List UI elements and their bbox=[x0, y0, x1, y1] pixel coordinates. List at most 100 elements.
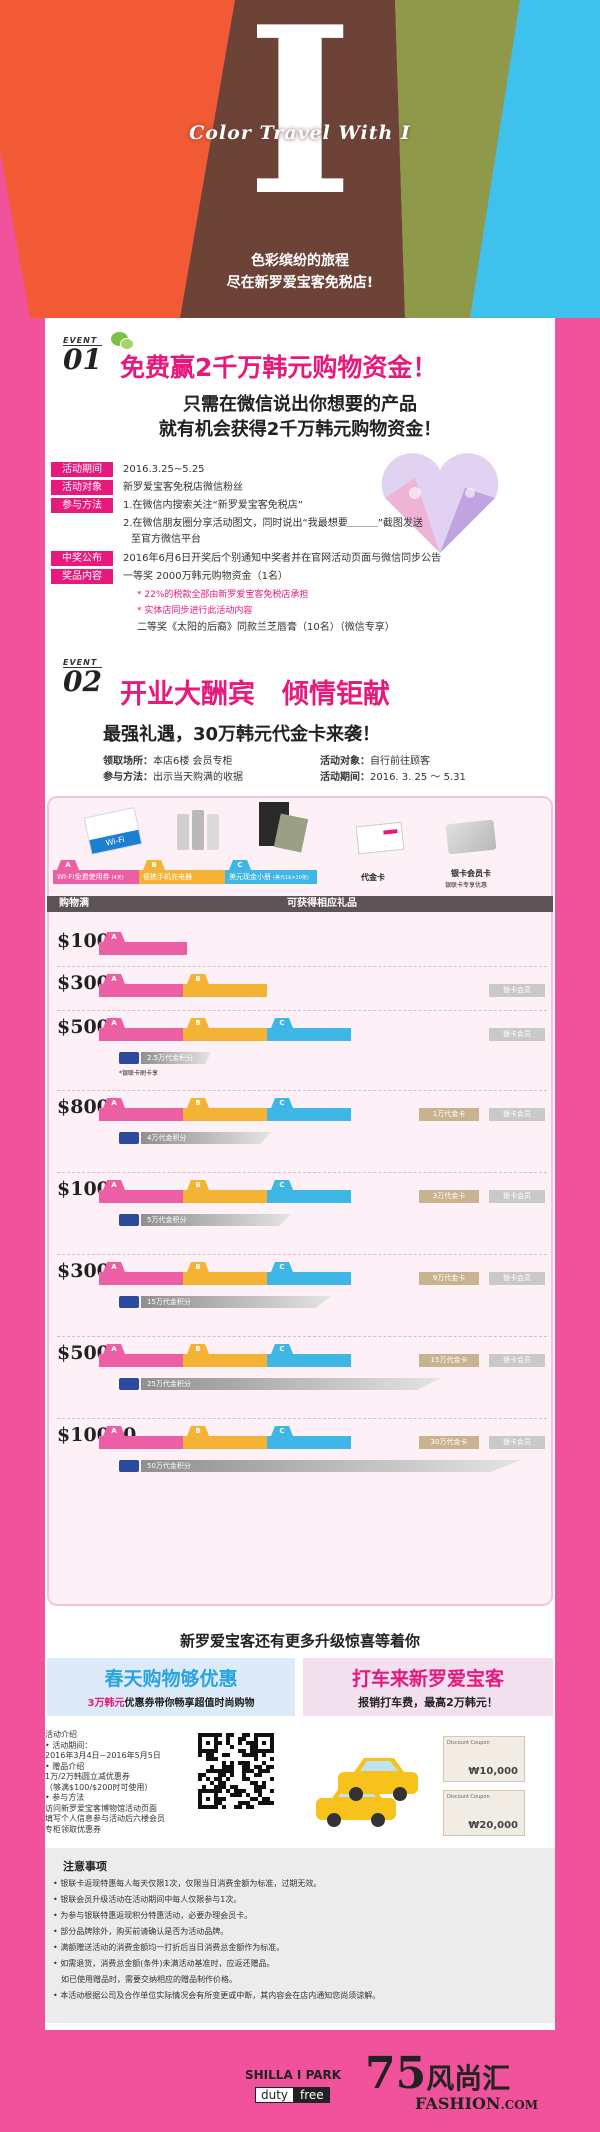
tier-separator bbox=[57, 1336, 547, 1337]
event-01-subtitle-2: 就有机会获得2千万韩元购物资金！ bbox=[158, 419, 442, 440]
tag-prize: 奖品内容 bbox=[51, 569, 113, 584]
charger-image bbox=[177, 808, 221, 854]
main-panel: EVENT 01 免费赢2千万韩元购物资金！ 只需在微信说出你想要的产品 就有机… bbox=[45, 318, 555, 2030]
announce-value: 2016年6月6日开奖后个别通知中奖者并在官网活动页面与微信同步公告 bbox=[123, 553, 442, 564]
tier-points: 15万代金积分 bbox=[141, 1296, 331, 1308]
tier-amount: $500 bbox=[57, 1016, 110, 1038]
gift-e-label: 银卡会员卡 bbox=[451, 869, 491, 878]
info-line: 专柜领取优惠券 bbox=[45, 1824, 101, 1834]
tier-voucher: 9万代金卡 bbox=[419, 1272, 479, 1285]
gift-b-label: 便携手机充电器 bbox=[139, 870, 225, 884]
wifi-card-image: Wi-Fi bbox=[83, 807, 143, 855]
tier-separator bbox=[57, 1254, 547, 1255]
watermark-com: .COM bbox=[500, 2098, 539, 2112]
taxi-title: 打车来新罗爱宝客 bbox=[351, 1668, 504, 1690]
tier-tab-a: A bbox=[103, 1018, 125, 1028]
notice-box: 注意事项 • 银联卡返现特惠每人每天仅限1次，仅限当日消费金额为标准，过期无效。… bbox=[45, 1848, 555, 2023]
tier-tab-b: B bbox=[187, 1098, 209, 1108]
place-value: 本店6楼 会员专柜 bbox=[153, 756, 233, 767]
prize-note-2: * 实体店同步进行此活动内容 bbox=[137, 606, 253, 616]
spring-desc: 3万韩元优惠券带你畅享超值时尚购物 bbox=[47, 1694, 295, 1709]
tag-announce: 中奖公布 bbox=[51, 551, 113, 566]
prize-first: 一等奖 2000万韩元购物资金（1名） bbox=[123, 571, 288, 582]
info-line: • 赠品介绍 bbox=[45, 1761, 85, 1771]
event-label: EVENT bbox=[63, 336, 98, 345]
tier-bar-a bbox=[99, 1108, 183, 1121]
tier-bar-a bbox=[99, 1190, 183, 1203]
tier-tab-c: C bbox=[271, 1344, 293, 1354]
tier-bar-c bbox=[267, 1028, 351, 1041]
event-01-subtitle-1: 只需在微信说出你想要的产品 bbox=[183, 394, 417, 415]
event-number: 02 bbox=[63, 665, 102, 698]
event-02-headline: 开业大酬宾 倾情钜献 bbox=[120, 679, 390, 710]
tier-vip: 银卡会员 bbox=[489, 984, 545, 997]
tier-points: 2.5万代金积分 bbox=[141, 1052, 211, 1064]
method-step-3: 至官方微信平台 bbox=[131, 534, 201, 545]
info-line: 活动介绍 bbox=[45, 1730, 77, 1739]
tier-bar-a bbox=[99, 1272, 183, 1285]
way-key: 参与方法： bbox=[103, 772, 153, 783]
tier-bar-c bbox=[267, 1272, 351, 1285]
gift-a-label: WI-FI免费使用券 (4天) bbox=[53, 870, 139, 884]
notice-item: • 满额赠送活动的消费金额均一打折后当日消费总金额作为标准。 bbox=[53, 1943, 285, 1952]
info-line: 2016年3月4日~2016年5月5日 bbox=[45, 1751, 161, 1760]
info-line: （够满$100/$200时可使用） bbox=[45, 1782, 153, 1792]
duty-free-logo: duty free bbox=[255, 2087, 330, 2103]
tier-tab-b: B bbox=[187, 1344, 209, 1354]
event-02-way: 参与方法：出示当天购满的收据 bbox=[103, 770, 243, 785]
tier-tab-c: C bbox=[271, 1262, 293, 1272]
wechat-icon bbox=[111, 332, 135, 352]
unionpay-card-icon bbox=[119, 1052, 139, 1064]
period-value: 2016.3.25~5.25 bbox=[123, 464, 205, 475]
spring-title: 春天购物够优惠 bbox=[104, 1668, 238, 1690]
tier-bar-a bbox=[99, 942, 187, 955]
taxi-box: 打车来新罗爱宝客 报销打车费，最高2万韩元！ bbox=[303, 1658, 553, 1716]
watermark-7: 7 bbox=[365, 2048, 396, 2099]
tier-vip: 银卡会员 bbox=[489, 1272, 545, 1285]
period-key: 活动期间： bbox=[320, 772, 370, 783]
tier-bar-c bbox=[267, 1190, 351, 1203]
event-02-place: 领取场所：本店6楼 会员专柜 bbox=[103, 754, 233, 769]
gift-a-name: WI-FI免费使用券 bbox=[57, 873, 110, 881]
col-right-header: 可获得相应礼品 bbox=[287, 898, 357, 909]
tier-separator bbox=[57, 1418, 547, 1419]
tag-period: 活动期间 bbox=[51, 462, 113, 477]
hero-title: Color Travel With I bbox=[189, 122, 411, 144]
coupon-20000: Discount Coupon ₩20,000 bbox=[443, 1790, 525, 1836]
tier-separator bbox=[57, 1010, 547, 1011]
notice-item: • 部分品牌除外，购买前请确认是否为活动品牌。 bbox=[53, 1927, 229, 1936]
watermark-cn: 风尚汇 bbox=[426, 2062, 511, 2095]
voucher-card-image bbox=[355, 821, 405, 855]
more-title: 新罗爱宝客还有更多升级惊喜等着你 bbox=[179, 1632, 420, 1650]
gift-c-label: 美元现金小册 (美元1$×10张) bbox=[225, 870, 317, 884]
heart-graphic bbox=[375, 448, 505, 558]
hero-subtitle-2: 尽在新罗爱宝客免税店! bbox=[226, 275, 374, 291]
tier-separator bbox=[57, 966, 547, 967]
event-02-target: 活动对象：自行前往顾客 bbox=[320, 754, 430, 769]
tier-bar-c bbox=[267, 1354, 351, 1367]
shilla-logo: SHILLA I PARK bbox=[245, 2068, 341, 2082]
tier-tab-c: C bbox=[271, 1426, 293, 1436]
info-line: 访问新罗爱宝客博物馆活动页面 bbox=[45, 1803, 157, 1813]
brand-ipark: I PARK bbox=[296, 2068, 342, 2082]
tier-bar-b bbox=[183, 1108, 267, 1121]
spring-highlight: 3万韩元 bbox=[87, 1698, 125, 1709]
tier-tab-a: A bbox=[103, 1262, 125, 1272]
event-label: EVENT bbox=[63, 658, 98, 667]
unionpay-card-icon bbox=[119, 1378, 139, 1390]
qr-code bbox=[197, 1732, 275, 1810]
tier-tab-c: C bbox=[271, 1098, 293, 1108]
watermark-fashion: FASHION bbox=[415, 2094, 501, 2113]
tier-bar-b bbox=[183, 1272, 267, 1285]
tier-voucher: 15万代金卡 bbox=[419, 1354, 479, 1367]
tier-bar-b bbox=[183, 1190, 267, 1203]
hero-banner: I Color Travel With I 色彩缤纷的旅程 尽在新罗爱宝客免税店… bbox=[0, 0, 600, 318]
tier-tab-c: C bbox=[271, 1180, 293, 1190]
brand-duty: duty bbox=[255, 2087, 295, 2103]
tab-b: B bbox=[143, 860, 165, 870]
tier-tab-b: B bbox=[187, 1262, 209, 1272]
notice-item: • 本活动根据公司及合作单位实际情况会有所变更或中断，其内容会在店内通知您尚须谅… bbox=[53, 1991, 381, 2000]
target-value: 新罗爱宝客免税店微信粉丝 bbox=[123, 482, 243, 493]
gift-table: Wi-Fi A WI-FI免费使用券 (4天) B 便携手机充电器 C 美元现金小… bbox=[47, 796, 553, 1606]
tier-tab-a: A bbox=[103, 974, 125, 984]
